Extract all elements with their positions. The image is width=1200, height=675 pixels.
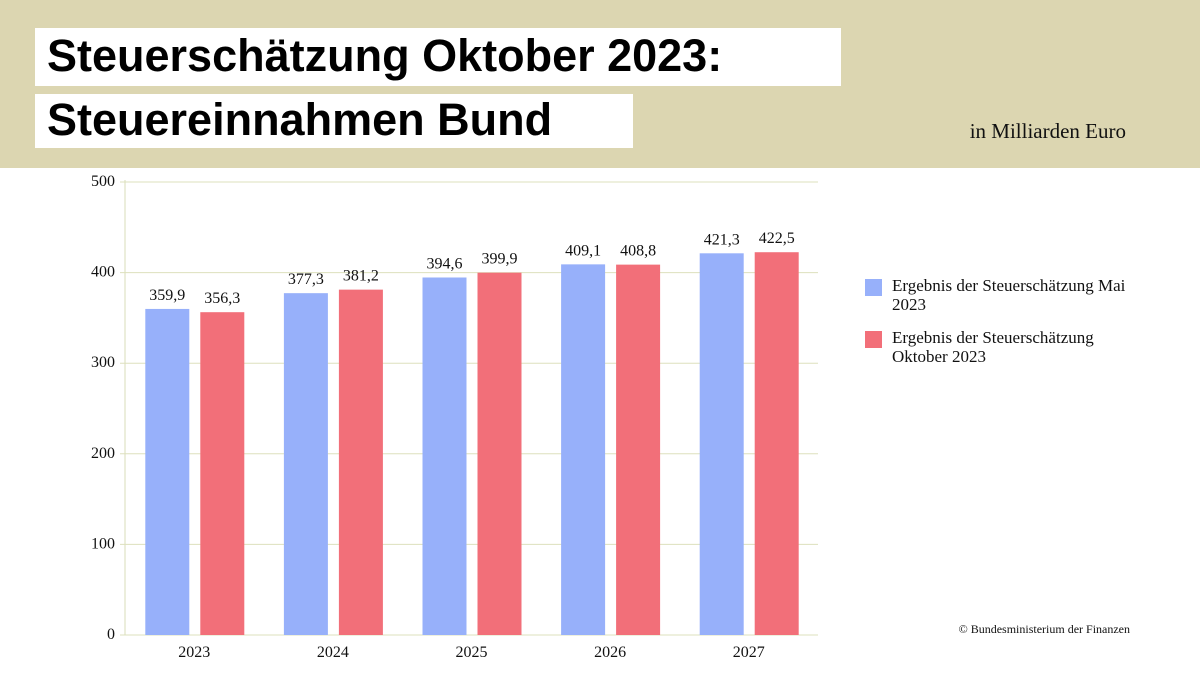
value-label: 408,8 — [620, 243, 656, 260]
bar — [283, 293, 328, 635]
legend-label: Ergebnis der Steuerschätzung Mai 2023 — [892, 276, 1126, 314]
chart-subtitle: in Milliarden Euro — [970, 119, 1126, 143]
x-tick-label: 2026 — [594, 644, 626, 661]
value-label: 399,9 — [482, 251, 518, 268]
bar — [338, 289, 383, 635]
y-tick-label: 400 — [91, 264, 115, 281]
value-label: 377,3 — [288, 271, 324, 288]
bar — [561, 264, 606, 635]
value-label: 394,6 — [427, 255, 463, 272]
bar — [145, 308, 190, 635]
legend-swatch — [865, 279, 882, 296]
legend: Ergebnis der Steuerschätzung Mai 2023 Erg… — [865, 276, 1135, 380]
bar — [200, 312, 245, 635]
chart-title: Steuerschätzung Oktober 2023: — [47, 30, 722, 81]
x-tick-label: 2027 — [733, 644, 765, 661]
y-tick-label: 500 — [91, 173, 115, 190]
legend-label: Ergebnis der Steuerschätzung Oktober 202… — [892, 328, 1094, 366]
source: © Bundesministerium der Finanzen — [959, 622, 1130, 636]
value-label: 422,5 — [759, 230, 795, 247]
value-label: 421,3 — [704, 231, 740, 248]
bar — [422, 277, 467, 635]
title-box — [35, 28, 841, 86]
value-label: 359,9 — [149, 287, 185, 304]
legend-item: Ergebnis der Steuerschätzung Oktober 202… — [865, 328, 1135, 366]
chart-title: Steuereinnahmen Bund — [47, 94, 552, 145]
y-tick-label: 100 — [91, 535, 115, 552]
value-label: 409,1 — [565, 242, 601, 259]
x-tick-label: 2025 — [456, 644, 488, 661]
bar — [616, 264, 661, 635]
y-tick-label: 200 — [91, 445, 115, 462]
legend-swatch — [865, 331, 882, 348]
value-label: 356,3 — [204, 290, 240, 307]
x-tick-label: 2023 — [178, 644, 210, 661]
x-tick-label: 2024 — [317, 644, 349, 661]
y-tick-label: 300 — [91, 354, 115, 371]
bar — [477, 272, 522, 635]
bar — [699, 253, 744, 636]
legend-item: Ergebnis der Steuerschätzung Mai 2023 — [865, 276, 1135, 314]
y-tick-label: 0 — [107, 626, 115, 643]
title-box — [35, 94, 633, 148]
value-label: 381,2 — [343, 268, 379, 285]
bar — [754, 252, 799, 635]
